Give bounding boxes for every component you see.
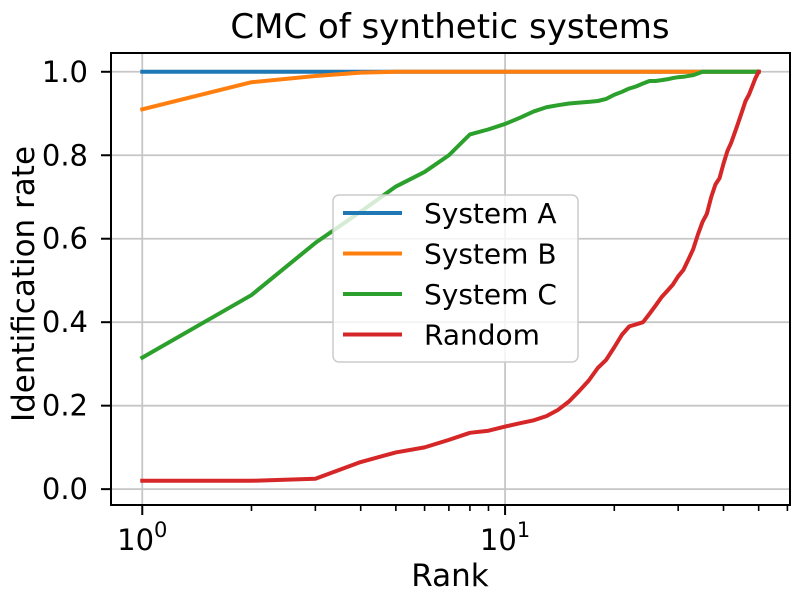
legend-item-random: Random [343,319,540,352]
legend-item-system-a: System A [343,197,556,230]
data-series [139,69,762,483]
y-tick-label: 1.0 [42,55,88,89]
legend-item-label: System C [424,278,557,311]
legend-item-label: System A [424,197,556,230]
legend-item-label: Random [424,319,540,352]
x-tick-label: 101 [480,518,530,557]
x-tick-label: 100 [117,518,167,557]
plot-frame [110,52,791,506]
legend-box [332,194,579,363]
legend: System A System B System C Random [332,194,579,363]
legend-item-system-c: System C [343,278,557,311]
legend-item-label: System B [424,238,557,271]
y-tick-label: 0.8 [42,138,88,172]
legend-item-system-b: System B [343,238,557,271]
chart-title: CMC of synthetic systems [230,7,669,47]
tick-labels: 0.0 0.2 0.4 0.6 0.8 1.0 100 101 [42,55,530,557]
y-axis-label: Identification rate [6,146,42,422]
y-tick-label: 0.6 [42,222,88,256]
y-tick-label: 0.4 [42,305,88,339]
y-tick-label: 0.2 [42,389,88,423]
series-line-system-c [139,69,761,361]
x-axis-label: Rank [411,558,489,594]
y-tick-label: 0.0 [42,472,88,506]
series-line-random [140,69,762,483]
